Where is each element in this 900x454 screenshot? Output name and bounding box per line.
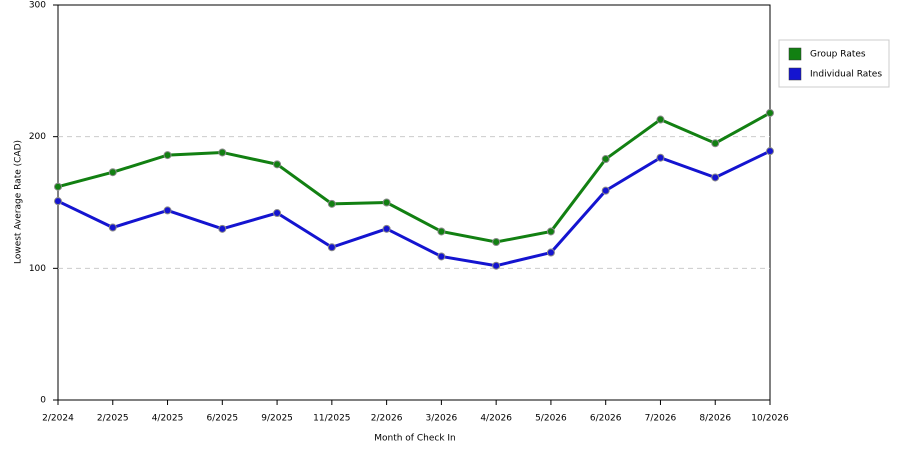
data-point xyxy=(656,115,665,124)
legend-swatch xyxy=(788,67,802,81)
x-tick-label: 2/2026 xyxy=(371,414,403,424)
x-tick-label: 6/2026 xyxy=(590,414,622,424)
y-tick-label: 300 xyxy=(29,1,46,11)
data-point xyxy=(163,206,172,215)
legend-label: Individual Rates xyxy=(810,70,882,80)
y-tick-label: 100 xyxy=(29,264,46,274)
x-tick-label: 7/2026 xyxy=(645,414,677,424)
data-point xyxy=(382,224,391,233)
data-point xyxy=(273,160,282,169)
x-tick-label: 3/2026 xyxy=(426,414,458,424)
data-point xyxy=(766,147,774,156)
x-tick-label: 4/2025 xyxy=(152,414,184,424)
x-axis-label: Month of Check In xyxy=(374,434,456,444)
data-point xyxy=(492,261,501,270)
data-point xyxy=(601,155,610,164)
data-point xyxy=(546,248,555,257)
y-axis-label: Lowest Average Rate (CAD) xyxy=(14,140,24,264)
x-tick-label: 8/2026 xyxy=(699,414,731,424)
x-tick-label: 5/2026 xyxy=(535,414,567,424)
data-point xyxy=(437,252,446,261)
data-point xyxy=(711,139,720,148)
x-tick-label: 10/2026 xyxy=(751,414,789,424)
data-point xyxy=(711,173,720,182)
plot-area xyxy=(57,4,771,401)
data-point xyxy=(54,197,62,206)
data-point xyxy=(327,243,336,252)
data-point xyxy=(108,223,117,232)
data-point xyxy=(218,224,227,233)
series-line xyxy=(57,149,771,268)
data-point xyxy=(273,209,282,218)
legend-swatch xyxy=(788,47,802,61)
y-tick-label: 200 xyxy=(29,132,46,142)
legend-label: Group Rates xyxy=(810,50,866,60)
data-point xyxy=(163,151,172,160)
x-tick-label: 2/2024 xyxy=(42,414,74,424)
data-point xyxy=(382,198,391,207)
data-point xyxy=(108,168,117,177)
series-line xyxy=(57,111,771,244)
data-point xyxy=(492,238,501,246)
x-tick-label: 6/2025 xyxy=(206,414,238,424)
data-point xyxy=(656,153,665,162)
x-tick-label: 2/2025 xyxy=(97,414,129,424)
data-point xyxy=(601,186,610,195)
x-tick-label: 11/2025 xyxy=(313,414,350,424)
data-point xyxy=(546,227,555,236)
data-point xyxy=(766,108,774,117)
data-point xyxy=(54,182,62,191)
x-tick-label: 4/2026 xyxy=(480,414,512,424)
data-point xyxy=(218,148,227,157)
x-tick-label: 9/2025 xyxy=(261,414,293,424)
data-point xyxy=(437,227,446,236)
y-tick-label: 0 xyxy=(40,396,46,406)
data-point xyxy=(327,199,336,208)
